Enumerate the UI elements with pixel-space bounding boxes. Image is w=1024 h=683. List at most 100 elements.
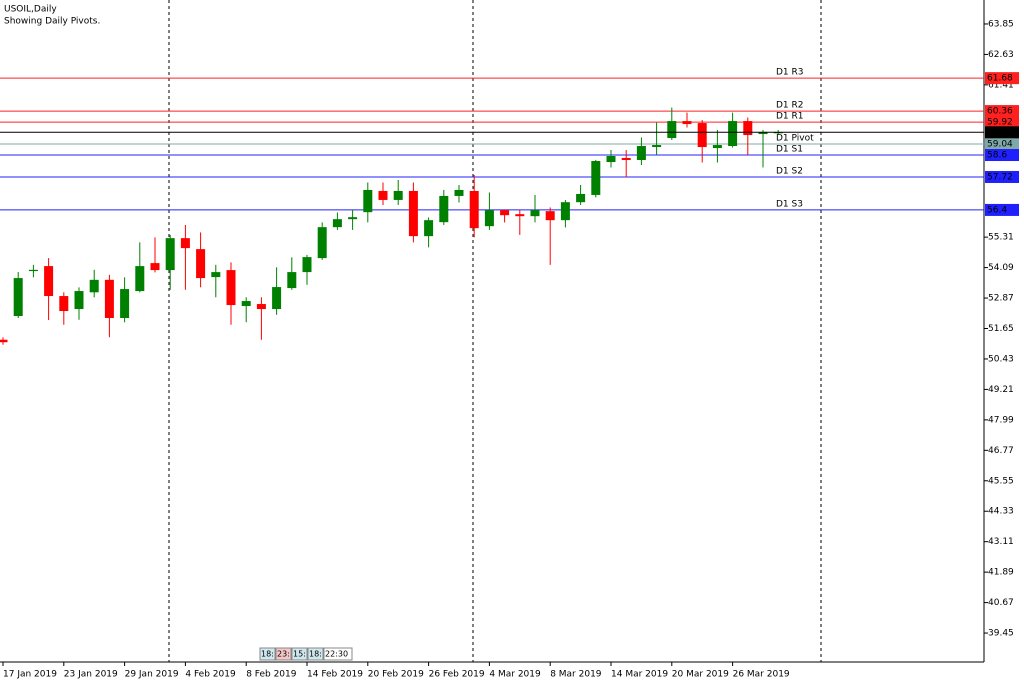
candle-body [59, 296, 69, 312]
y-tick-label: 62.63 [988, 50, 1014, 60]
y-tick-label: 46.77 [988, 446, 1014, 456]
y-tick-label: 49.21 [988, 385, 1014, 395]
candle-body [135, 266, 145, 292]
candle-body [439, 195, 449, 223]
pivot-name: D1 S2 [776, 166, 803, 176]
y-tick-label: 61.41 [988, 80, 1014, 90]
price-label-bg [985, 105, 1019, 118]
candle-body [484, 210, 494, 227]
candle-body [591, 161, 601, 195]
candle-body [697, 123, 707, 148]
y-tick-label: 51.65 [988, 324, 1014, 334]
session-clock-box [323, 647, 353, 661]
session-clock: 23: [277, 650, 290, 659]
session-clock: 22:30 [325, 650, 348, 659]
candle-body [408, 190, 418, 237]
y-tick-label: 52.87 [988, 294, 1014, 304]
y-tick-label: 43.11 [988, 537, 1014, 547]
candle-body [104, 279, 114, 319]
x-tick-label: 4 Feb 2019 [185, 670, 236, 680]
price-label-bg [985, 72, 1019, 85]
session-clock-box [291, 647, 308, 661]
candle-body [150, 263, 160, 271]
candle-body [302, 257, 312, 273]
session-clock-box [307, 647, 324, 661]
candle-body [211, 272, 221, 278]
session-clock: 15: [293, 650, 306, 659]
candle-body [424, 220, 434, 237]
y-tick-label: 40.67 [988, 598, 1014, 608]
pivot-name: D1 S1 [776, 145, 803, 155]
candle-body [74, 291, 84, 310]
candle-body [165, 238, 175, 271]
candle-body [89, 279, 99, 293]
session-clock-box [259, 647, 276, 661]
candle-body [667, 121, 677, 139]
candle-body [560, 202, 570, 221]
candle-body [332, 219, 342, 228]
candle-body [530, 210, 540, 217]
candle-body [378, 190, 388, 200]
y-tick-label: 45.55 [988, 476, 1014, 486]
candle-body [287, 272, 297, 289]
candle-body [256, 304, 266, 310]
candle-body [272, 287, 282, 310]
candle-body [13, 278, 23, 317]
price-label: 59.04 [987, 140, 1013, 150]
price-label-bg [985, 203, 1019, 216]
x-tick-label: 17 Jan 2019 [3, 670, 57, 680]
pivot-name: D1 S3 [776, 199, 803, 209]
price-label-bg [985, 116, 1019, 129]
y-tick-label: 39.45 [988, 629, 1014, 639]
price-label: 58.6 [987, 151, 1007, 161]
candle-body [120, 289, 130, 319]
candle-body [363, 189, 373, 213]
x-tick-label: 20 Mar 2019 [672, 670, 729, 680]
x-tick-label: 23 Jan 2019 [64, 670, 118, 680]
price-label: 59.92 [987, 118, 1013, 128]
candle-body [606, 156, 616, 163]
price-label: 61.68 [987, 74, 1013, 84]
x-tick-label: 14 Mar 2019 [611, 670, 668, 680]
candle-body [317, 227, 327, 259]
x-tick-label: 8 Feb 2019 [246, 670, 297, 680]
last-price-bg [985, 126, 1019, 139]
price-label: 60.36 [987, 107, 1013, 117]
price-label: 57.72 [987, 172, 1013, 182]
session-clock: 18: [261, 650, 274, 659]
pivot-name: D1 R2 [776, 101, 804, 111]
candle-body [0, 339, 8, 343]
last-price-label: 59.51 [987, 128, 1013, 138]
x-tick-label: 20 Feb 2019 [368, 670, 424, 680]
session-clock-box [275, 647, 292, 661]
candle-body [500, 210, 510, 216]
y-tick-label: 55.31 [988, 233, 1014, 243]
candle-body [515, 214, 525, 217]
pivot-name: D1 Pivot [776, 134, 814, 144]
y-tick-label: 47.99 [988, 415, 1014, 425]
chart-subtitle: Showing Daily Pivots. [4, 17, 100, 27]
candle-body [180, 238, 190, 249]
candle-body [469, 190, 479, 229]
candle-body [576, 193, 586, 203]
pivot-name: D1 R3 [776, 68, 804, 78]
y-tick-label: 63.85 [988, 19, 1014, 29]
candle-body [196, 249, 206, 279]
candle-body [652, 145, 662, 148]
y-tick-label: 50.43 [988, 354, 1014, 364]
x-tick-label: 26 Feb 2019 [429, 670, 485, 680]
candle-body [545, 211, 555, 221]
candle-body [758, 132, 768, 135]
y-tick-label: 44.33 [988, 507, 1014, 517]
session-clock: 18: [309, 650, 322, 659]
candle-body [28, 269, 38, 272]
x-tick-label: 8 Mar 2019 [550, 670, 602, 680]
candle-body [743, 121, 753, 136]
candle-body [682, 121, 692, 125]
candle-body [348, 217, 358, 220]
y-tick-label: 54.09 [988, 263, 1014, 273]
x-tick-label: 4 Mar 2019 [489, 670, 541, 680]
candle-body [454, 189, 464, 196]
